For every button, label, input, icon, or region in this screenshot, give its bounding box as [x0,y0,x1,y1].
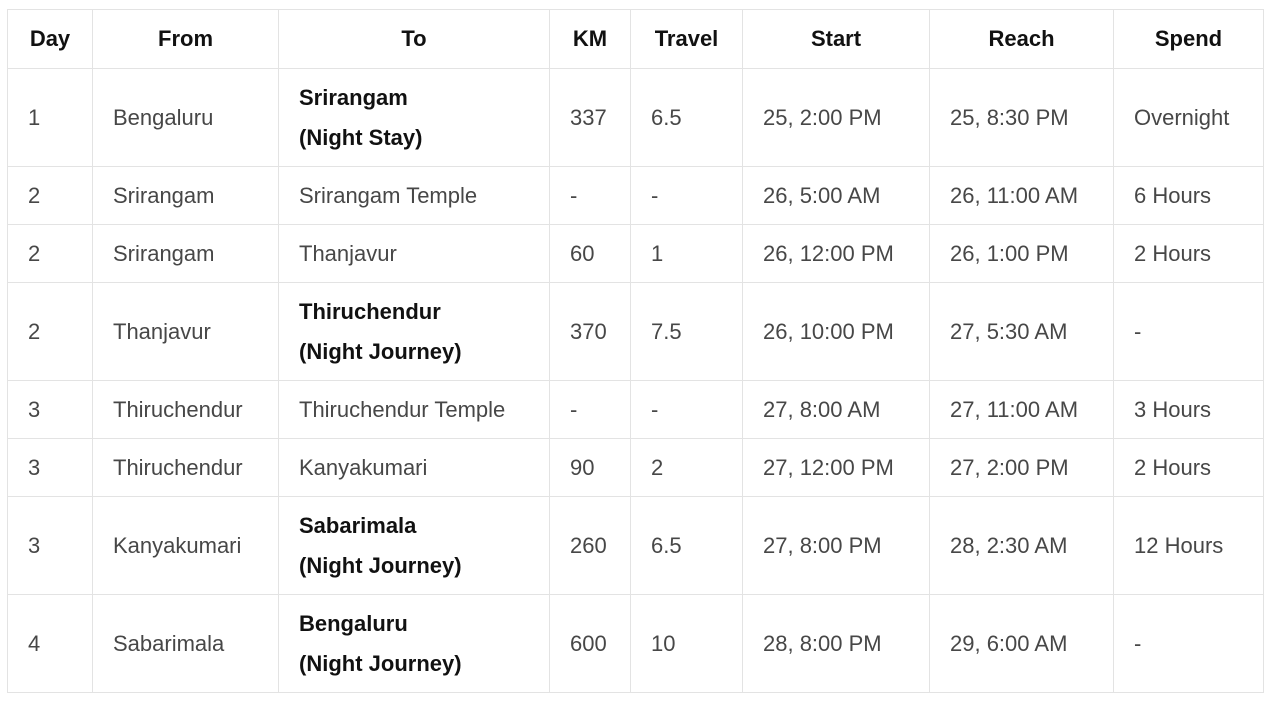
cell-reach: 27, 11:00 AM [929,380,1114,439]
cell-spend: 6 Hours [1113,166,1264,225]
table-header: Day From To KM Travel Start Reach Spend [7,9,1264,69]
destination-note: (Night Stay) [299,124,423,150]
cell-km: 370 [549,282,631,381]
cell-start: 25, 2:00 PM [742,68,930,167]
cell-start: 27, 8:00 PM [742,496,930,595]
cell-day: 4 [7,594,93,693]
cell-spend: 12 Hours [1113,496,1264,595]
header-spend: Spend [1113,9,1264,69]
cell-reach: 27, 2:00 PM [929,438,1114,497]
cell-from: Kanyakumari [92,496,279,595]
cell-km: 260 [549,496,631,595]
cell-day: 2 [7,282,93,381]
cell-km: 90 [549,438,631,497]
destination-name: Sabarimala [299,512,417,538]
table-row: 4 Sabarimala Bengaluru (Night Journey) 600 10… [7,594,1264,693]
cell-from: Srirangam [92,166,279,225]
cell-travel: 6.5 [630,496,743,595]
header-km: KM [549,9,631,69]
cell-reach: 27, 5:30 AM [929,282,1114,381]
cell-km: 600 [549,594,631,693]
table-row: 2 Srirangam Srirangam Temple - -26, 5:00 AM 2… [7,166,1264,225]
cell-day: 3 [7,438,93,497]
cell-day: 1 [7,68,93,167]
destination-name: Srirangam [299,84,408,110]
table-row: 2 Srirangam Thanjavur 60 1 26, 12:00 PM 26, 1:… [7,224,1264,283]
cell-to: Sabarimala (Night Journey) [278,496,550,595]
cell-reach: 26, 1:00 PM [929,224,1114,283]
cell-km: 337 [549,68,631,167]
cell-to: Kanyakumari [278,438,550,497]
cell-to: Thiruchendur (Night Journey) [278,282,550,381]
cell-from: Bengaluru [92,68,279,167]
cell-travel: 2 [630,438,743,497]
cell-day: 2 [7,166,93,225]
table-row: 1 Bengaluru Srirangam (Night Stay) 337 6.5 25,… [7,68,1264,167]
header-reach: Reach [929,9,1114,69]
cell-to: Thiruchendur Temple [278,380,550,439]
table-row: 3 Thiruchendur Thiruchendur Temple - -27, 8:… [7,380,1264,439]
cell-from: Thiruchendur [92,438,279,497]
table-row: 3 Kanyakumari Sabarimala (Night Journey) 260… [7,496,1264,595]
cell-from: Sabarimala [92,594,279,693]
destination-name: Bengaluru [299,610,408,636]
cell-km: 60 [549,224,631,283]
cell-travel: 1 [630,224,743,283]
cell-spend: - [1113,282,1264,381]
cell-travel: 7.5 [630,282,743,381]
destination-note: (Night Journey) [299,650,462,676]
destination-note: (Night Journey) [299,552,462,578]
cell-spend: - [1113,594,1264,693]
header-row: Day From To KM Travel Start Reach Spend [7,9,1264,69]
cell-start: 27, 12:00 PM [742,438,930,497]
cell-spend: Overnight [1113,68,1264,167]
destination-note: (Night Journey) [299,338,462,364]
cell-start: 28, 8:00 PM [742,594,930,693]
cell-km: - [549,380,631,439]
cell-travel: 6.5 [630,68,743,167]
cell-day: 2 [7,224,93,283]
header-travel: Travel [630,9,743,69]
cell-travel: - [630,380,743,439]
destination-name: Thiruchendur [299,298,441,324]
itinerary-table: Day From To KM Travel Start Reach Spend … [7,9,1264,693]
cell-from: Thanjavur [92,282,279,381]
cell-km: - [549,166,631,225]
cell-from: Thiruchendur [92,380,279,439]
table-row: 2 Thanjavur Thiruchendur (Night Journey) 370… [7,282,1264,381]
cell-start: 26, 10:00 PM [742,282,930,381]
cell-from: Srirangam [92,224,279,283]
cell-reach: 29, 6:00 AM [929,594,1114,693]
cell-to: Bengaluru (Night Journey) [278,594,550,693]
cell-day: 3 [7,496,93,595]
cell-spend: 3 Hours [1113,380,1264,439]
cell-travel: 10 [630,594,743,693]
cell-travel: - [630,166,743,225]
header-day: Day [7,9,93,69]
cell-spend: 2 Hours [1113,438,1264,497]
cell-start: 26, 5:00 AM [742,166,930,225]
header-from: From [92,9,279,69]
cell-to: Srirangam Temple [278,166,550,225]
cell-to: Thanjavur [278,224,550,283]
cell-reach: 26, 11:00 AM [929,166,1114,225]
cell-start: 26, 12:00 PM [742,224,930,283]
table-row: 3 Thiruchendur Kanyakumari 90 2 27, 12:00 PM 2… [7,438,1264,497]
cell-to: Srirangam (Night Stay) [278,68,550,167]
table-body: 1 Bengaluru Srirangam (Night Stay) 337 6.5 25,… [7,68,1264,693]
cell-spend: 2 Hours [1113,224,1264,283]
header-start: Start [742,9,930,69]
cell-day: 3 [7,380,93,439]
cell-start: 27, 8:00 AM [742,380,930,439]
cell-reach: 28, 2:30 AM [929,496,1114,595]
cell-reach: 25, 8:30 PM [929,68,1114,167]
header-to: To [278,9,550,69]
